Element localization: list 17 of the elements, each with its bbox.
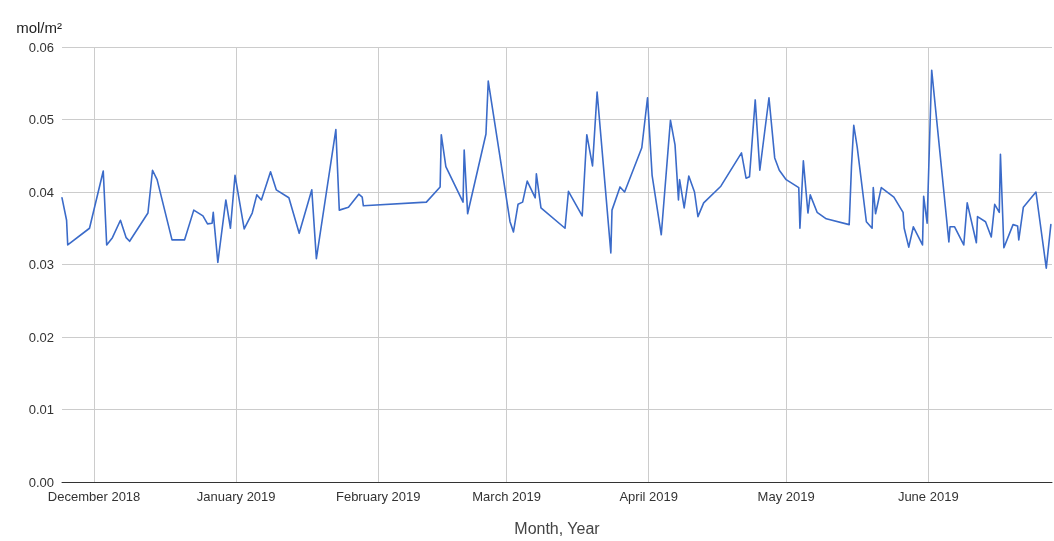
x-tick-label: March 2019: [472, 489, 541, 504]
y-tick-label: 0.02: [28, 329, 54, 345]
y-tick-label: 0.06: [28, 39, 54, 55]
x-axis-title: Month, Year: [514, 519, 601, 537]
y-tick-label: 0.00: [28, 474, 54, 490]
y-tick-label: 0.03: [28, 257, 54, 272]
y-tick-label: 0.04: [28, 184, 54, 200]
x-tick-label: June 2019: [897, 489, 959, 504]
y-tick-label: 0.05: [28, 112, 54, 127]
x-tick-label: May 2019: [757, 489, 815, 504]
y-tick-label: 0.01: [28, 402, 54, 417]
x-tick-label: April 2019: [619, 489, 678, 504]
x-tick-label: December 2018: [47, 489, 141, 504]
line-series: [61, 69, 1052, 269]
x-tick-label: January 2019: [196, 489, 276, 504]
x-tick-label: February 2019: [335, 489, 421, 504]
y-axis-title: mol/m²: [16, 19, 62, 36]
